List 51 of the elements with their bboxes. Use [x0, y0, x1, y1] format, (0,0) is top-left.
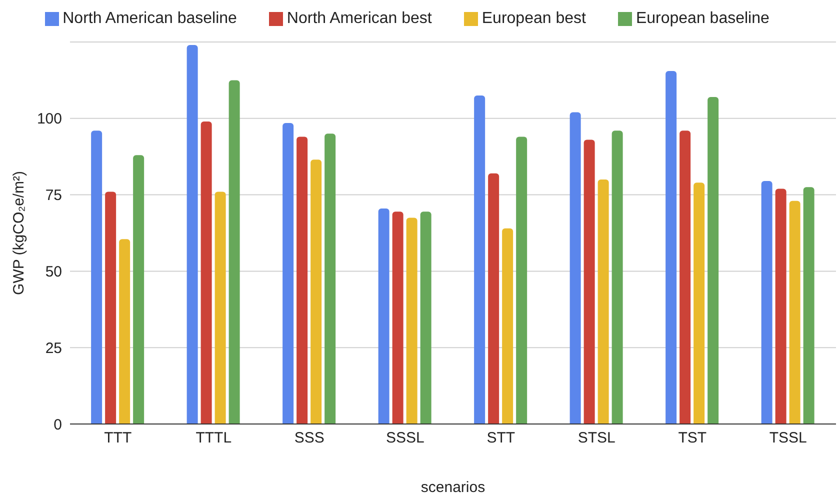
- x-tick-label: STT: [486, 430, 516, 447]
- bar: [666, 71, 677, 424]
- x-tick-label: SSSL: [386, 430, 424, 447]
- x-axis-title: scenarios: [420, 479, 486, 496]
- bar: [761, 181, 772, 424]
- y-tick-label: 0: [54, 416, 62, 434]
- bar: [282, 122, 294, 424]
- bar: [228, 80, 240, 424]
- bar: [502, 228, 514, 424]
- y-tick-label: 50: [45, 264, 62, 281]
- bar: [296, 136, 308, 424]
- bar: [392, 212, 404, 424]
- bar: [708, 97, 719, 424]
- bar: [200, 121, 212, 424]
- x-tick-label: TST: [678, 430, 707, 447]
- bar: [516, 136, 528, 424]
- x-tick-label: SSS: [294, 430, 324, 447]
- bar: [214, 192, 226, 424]
- bar: [474, 95, 486, 424]
- bar: [680, 130, 691, 424]
- bar: [775, 188, 786, 424]
- y-tick-label: 100: [36, 110, 62, 128]
- bar: [488, 173, 500, 424]
- x-tick-label: TSSL: [769, 430, 807, 447]
- bar: [324, 134, 336, 424]
- bar: [789, 200, 800, 424]
- bar: [803, 187, 814, 424]
- bar: [105, 192, 116, 424]
- legend-label: North American best: [286, 10, 432, 27]
- x-tick-label: STSL: [578, 430, 616, 447]
- legend-label: North American baseline: [62, 10, 237, 27]
- legend-label: European baseline: [636, 10, 770, 27]
- bar: [91, 130, 102, 424]
- bar: [584, 140, 595, 424]
- x-tick-label: TTTL: [196, 430, 232, 447]
- bar: [310, 160, 322, 424]
- legend-label: European best: [482, 10, 586, 27]
- bar: [406, 218, 418, 424]
- bar: [612, 130, 623, 424]
- y-axis-title: GWP (kgCO₂e/m²): [10, 171, 28, 295]
- bar: [133, 155, 144, 424]
- bar: [694, 182, 705, 424]
- bar: [378, 208, 390, 424]
- y-tick-label: 25: [45, 340, 62, 357]
- bar: [598, 180, 609, 424]
- bar: [186, 45, 198, 424]
- x-tick-label: TTT: [104, 430, 132, 447]
- bar: [420, 212, 432, 424]
- bar: [119, 239, 130, 424]
- y-tick-label: 75: [45, 187, 62, 204]
- bar: [570, 112, 581, 424]
